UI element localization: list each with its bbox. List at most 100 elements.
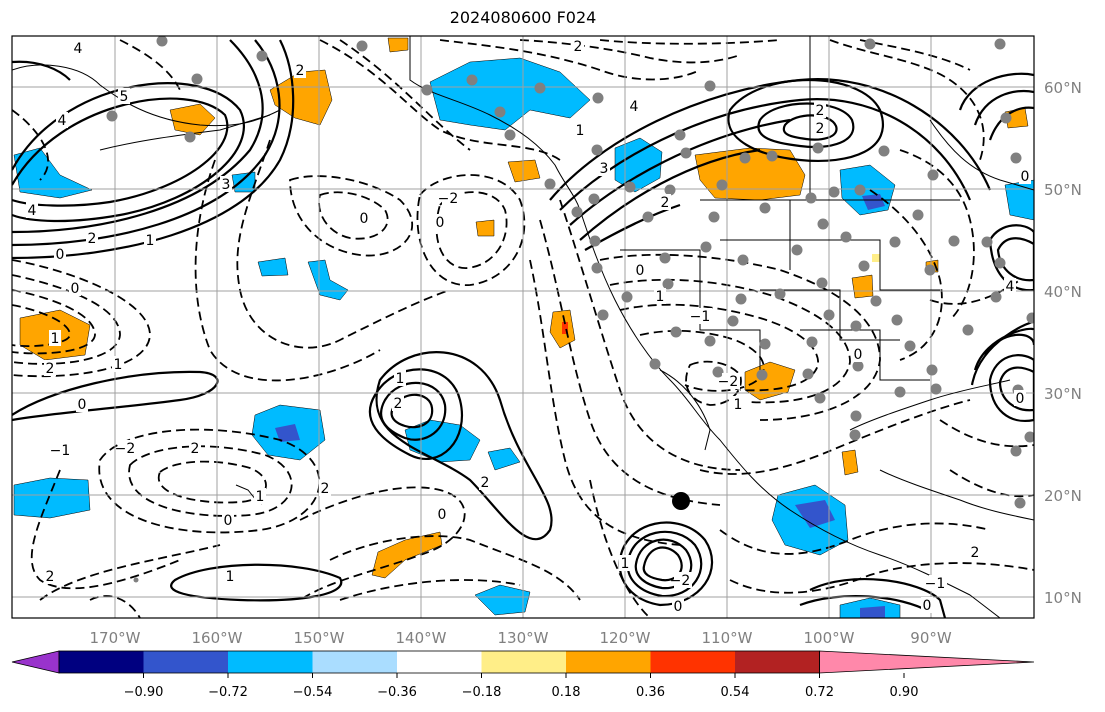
coastline: [99, 114, 271, 151]
colorbar-segment: [228, 651, 313, 673]
contour-line: [435, 191, 508, 269]
contour-line: [539, 219, 721, 506]
contour-label-background: [628, 98, 640, 114]
contour-label: −2: [438, 191, 459, 207]
negative-anomaly-area: [404, 419, 481, 463]
longitude-label: 120°W: [600, 629, 651, 647]
contour-label: 2: [46, 569, 55, 585]
colorbar-segment: [650, 651, 736, 673]
contour-line: [12, 274, 121, 365]
contour-label-background: [26, 202, 38, 218]
contour-label-background: [732, 396, 744, 412]
contour-label: 0: [360, 211, 369, 227]
contour-line: [859, 39, 971, 71]
negative-anomaly-area: [614, 137, 663, 193]
contour-line: [416, 174, 526, 286]
contour-label: 1: [146, 233, 155, 249]
contour-line: [379, 381, 447, 441]
contour-line: [390, 393, 434, 429]
contour-label-background: [722, 373, 740, 389]
contour-label-background: [76, 396, 88, 412]
contour-label: 2: [574, 39, 583, 55]
contour-label-background: [54, 442, 72, 458]
contour-line: [289, 175, 413, 257]
contour-line: [599, 39, 781, 45]
contour-label: 1: [114, 357, 123, 373]
positive-anomaly-area: [387, 37, 409, 53]
contour-line: [329, 535, 581, 601]
contour-label-background: [254, 488, 266, 504]
contour-label: 0: [56, 247, 65, 263]
contour-label-background: [814, 120, 826, 136]
contour-label-background: [86, 230, 98, 246]
contour-label: 0: [1016, 391, 1025, 407]
contour-label: 2: [191, 441, 200, 457]
contour-label-background: [44, 360, 56, 376]
latitude-label: 10°N: [1044, 589, 1082, 607]
positive-contours: [12, 39, 1034, 618]
contour-label: 1: [256, 489, 265, 505]
negative-anomaly-area: [474, 584, 531, 616]
colorbar-outline: [58, 650, 820, 674]
contour-label-background: [1004, 278, 1016, 294]
colorbar-segment: [59, 651, 144, 673]
contour-line: [719, 522, 991, 555]
contour-line: [609, 278, 851, 404]
contour-label-background: [654, 288, 666, 304]
contour-label: 1: [226, 569, 235, 585]
colorbar-tick-label: 0.90: [890, 685, 919, 700]
negative-anomaly-area: [307, 259, 349, 301]
contour-line: [619, 303, 819, 392]
contour-label: 2: [296, 63, 305, 79]
contour-label-background: [634, 262, 646, 278]
contour-label-background: [1014, 390, 1026, 406]
contour-label: −1: [925, 576, 946, 592]
positive-anomaly-area: [744, 361, 796, 401]
coastline: [800, 329, 930, 381]
contour-label: 2: [816, 103, 825, 119]
colorbar-tick-label: −0.36: [377, 685, 417, 700]
longitude-label: 130°W: [498, 629, 549, 647]
contour-line: [12, 97, 229, 207]
latitude-label: 20°N: [1044, 487, 1082, 505]
contour-label: −2: [718, 374, 739, 390]
contour-line: [236, 139, 451, 349]
coastline: [409, 36, 581, 211]
negative-anomaly-area: [257, 257, 289, 277]
contour-label: 4: [74, 41, 83, 57]
contour-label-background: [852, 346, 864, 362]
colorbar-tick-label: −0.18: [462, 685, 502, 700]
contour-label-background: [394, 370, 406, 386]
contour-label-background: [929, 575, 947, 591]
contour-label: 0: [71, 281, 80, 297]
latitude-label: 60°N: [1044, 79, 1082, 97]
contour-label-background: [54, 246, 66, 262]
contour-label: −1: [690, 309, 711, 325]
negative-anomaly-area: [860, 606, 885, 618]
colorbar-extend-min: [11, 650, 60, 674]
contour-label: 2: [88, 231, 97, 247]
colorbar-segment: [566, 651, 651, 673]
longitude-label: 110°W: [702, 629, 753, 647]
contour-line: [319, 39, 561, 161]
coastlines: [12, 36, 1034, 618]
contour-line: [569, 118, 791, 226]
colorbar-tick-label: 0.72: [805, 685, 834, 700]
contour-label-background: [119, 440, 137, 456]
contour-label: 2: [394, 396, 403, 412]
coastline: [659, 369, 711, 451]
contour-line: [128, 445, 293, 517]
contour-line: [339, 579, 521, 601]
contour-line: [699, 399, 971, 475]
contour-label: 2: [46, 361, 55, 377]
colorbar-segment: [143, 651, 229, 673]
contour-line: [685, 360, 742, 406]
contour-label-background: [49, 330, 61, 346]
contour-label: 4: [1006, 279, 1015, 295]
longitude-labels: 170°W 160°W 150°W 140°W 130°W 120°W 110°…: [90, 629, 952, 647]
contour-label: 2: [481, 475, 490, 491]
contour-line: [988, 354, 1034, 423]
colorbar-tick-label: 0.36: [636, 685, 665, 700]
contour-label: 3: [600, 161, 609, 177]
